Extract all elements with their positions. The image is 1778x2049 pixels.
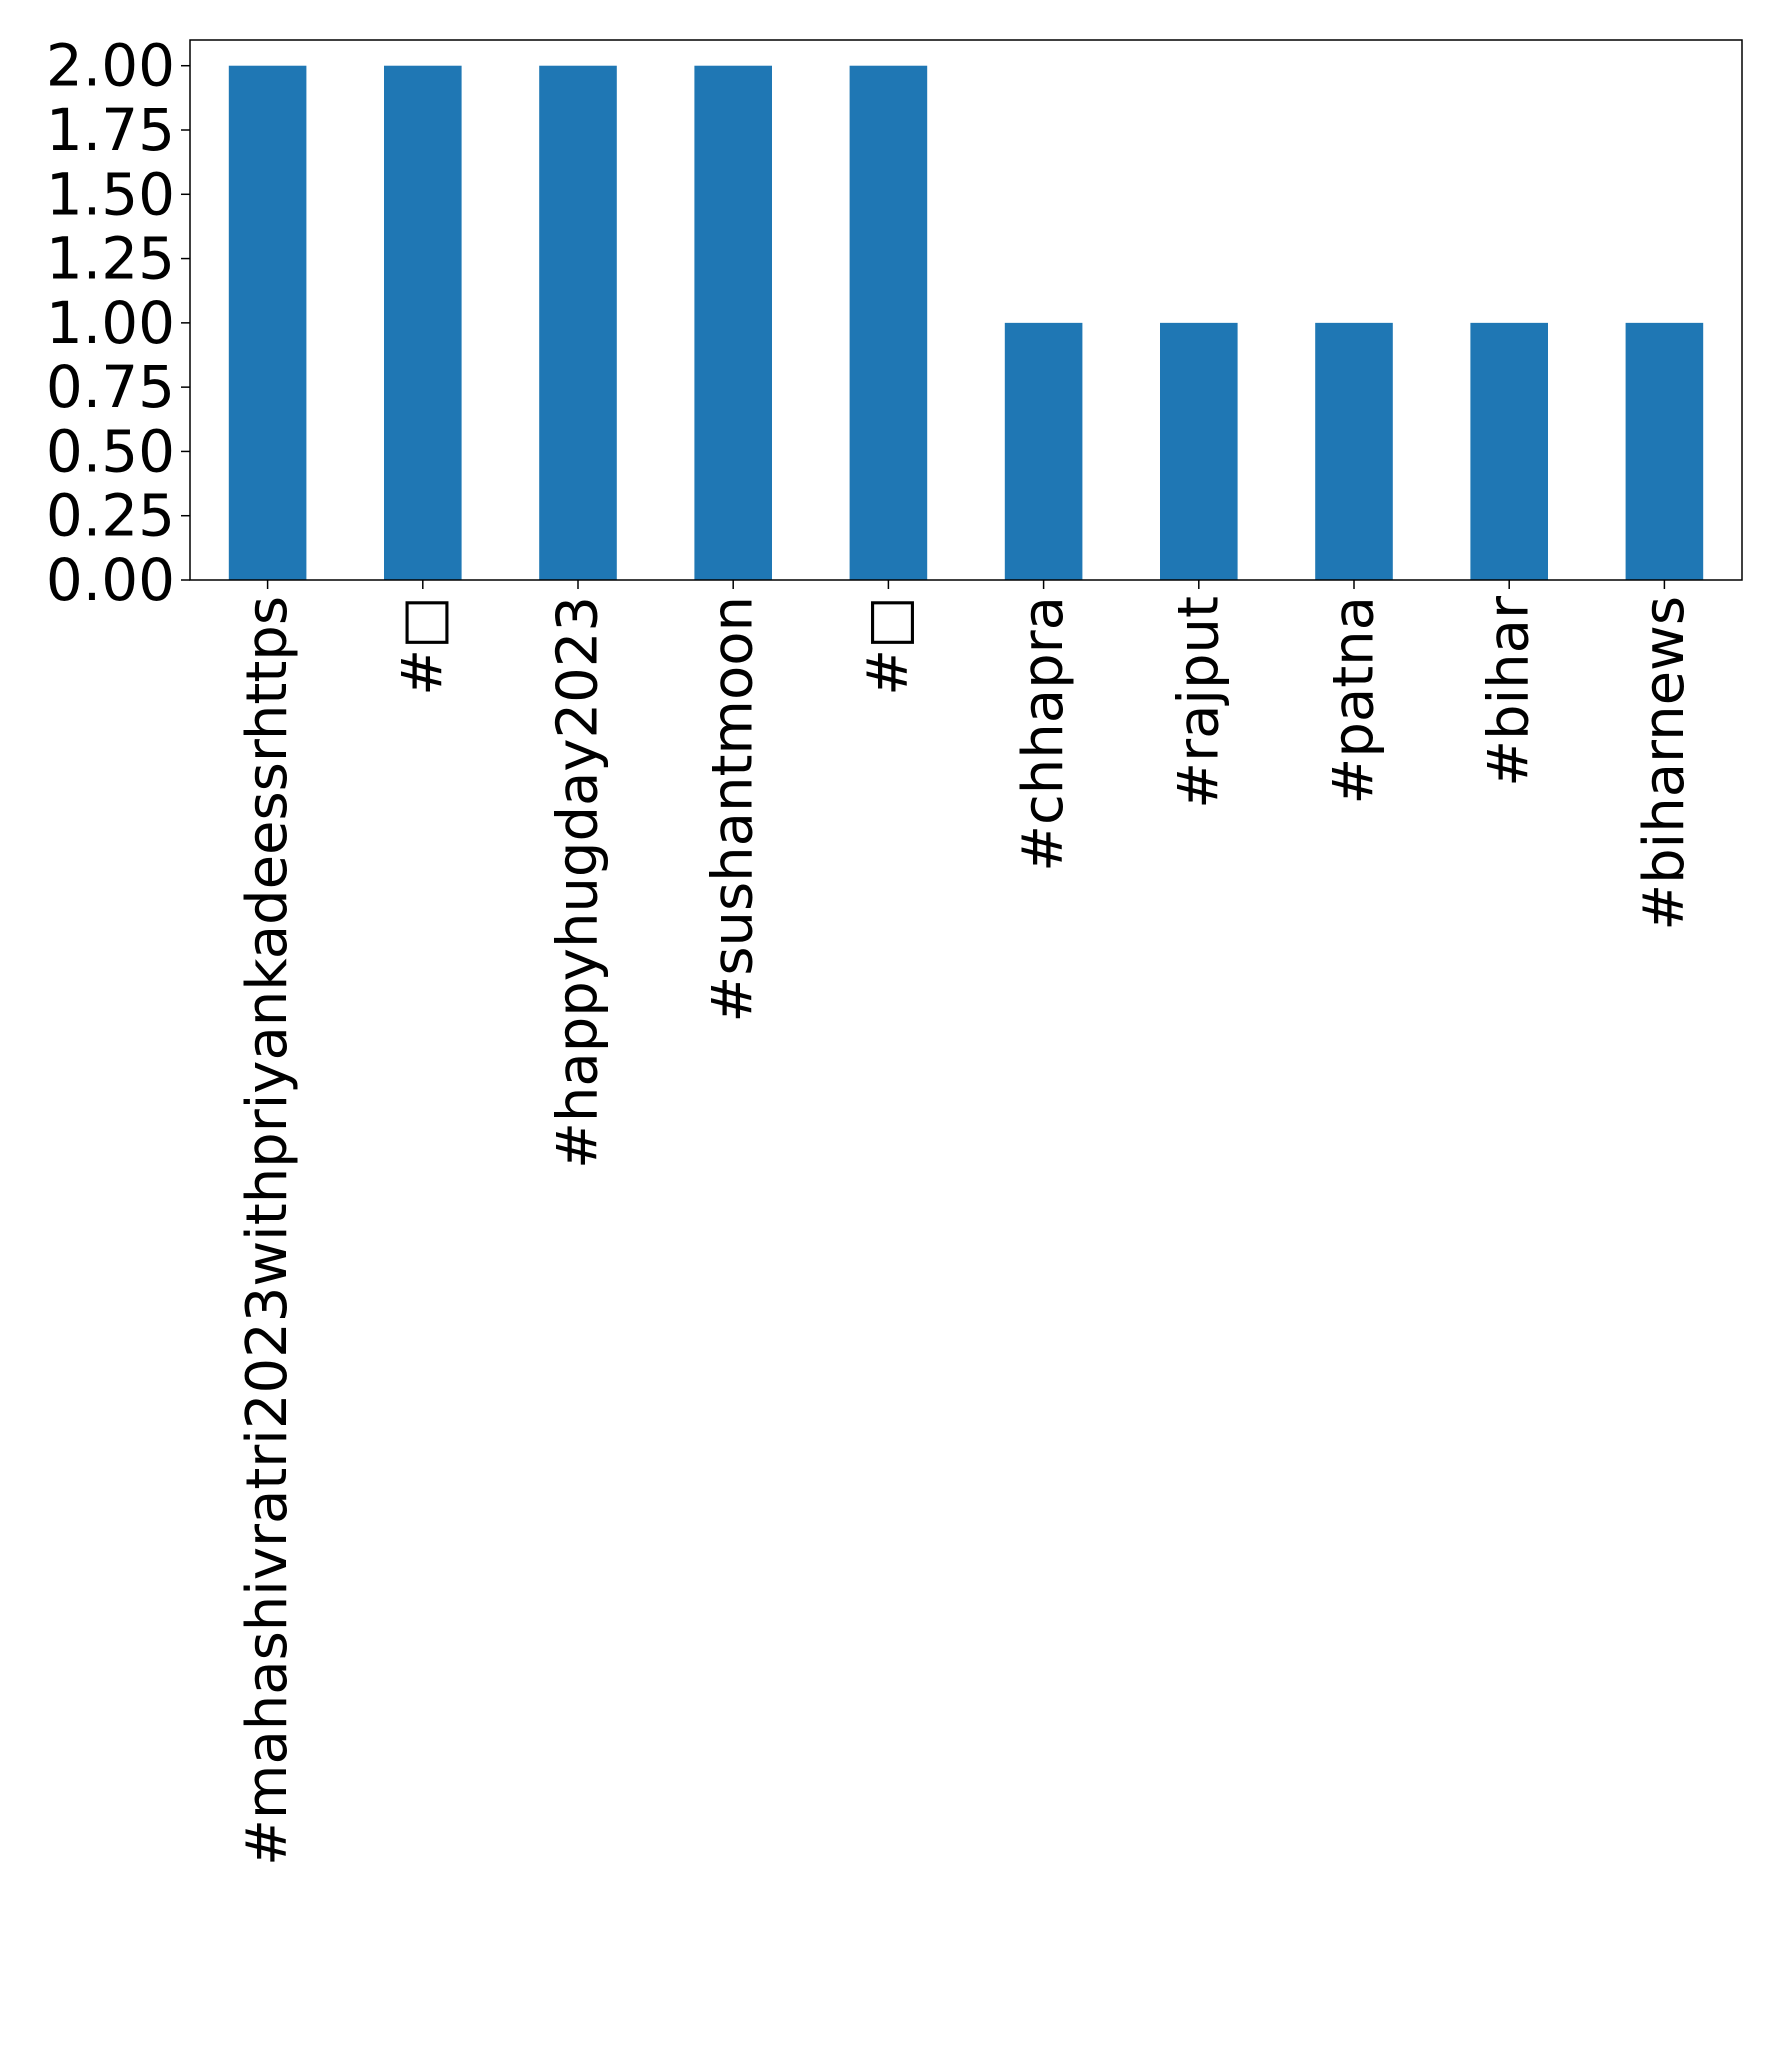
x-tick-label: #sushantmoon <box>701 596 766 1023</box>
y-tick-label: 2.00 <box>46 32 175 100</box>
bar-8 <box>1470 322 1548 580</box>
y-tick-label: 1.00 <box>46 289 175 357</box>
bar-3 <box>694 65 772 580</box>
y-tick-label: 1.50 <box>46 160 175 228</box>
y-tick-label: 0.25 <box>46 482 175 550</box>
y-tick-label: 1.75 <box>46 96 175 164</box>
y-tick-label: 0.50 <box>46 417 175 485</box>
x-tick-label: #mahashivratri2023withpriyankadeessrhttp… <box>235 596 300 1866</box>
bar-4 <box>849 65 928 580</box>
bar-1 <box>384 65 462 580</box>
x-tick-label: #happyhugday2023 <box>546 596 611 1169</box>
x-axis: #mahashivratri2023withpriyankadeessrhttp… <box>235 580 1697 1866</box>
x-tick-label: #biharnews <box>1632 596 1697 931</box>
x-tick-label: #patna <box>1322 596 1387 805</box>
y-axis: 0.000.250.500.751.001.251.501.752.00 <box>46 32 190 614</box>
x-tick-label: #bihar <box>1477 595 1542 787</box>
x-tick-label: #rajput <box>1166 596 1231 809</box>
y-tick-label: 0.00 <box>46 546 175 614</box>
bar-9 <box>1625 322 1704 580</box>
x-tick-label: #chhapra <box>1011 596 1076 872</box>
plot-frame <box>189 39 1743 581</box>
bar-0 <box>228 65 307 580</box>
x-tick-label: #□ <box>390 596 455 696</box>
bar-5 <box>1004 322 1083 580</box>
bar-7 <box>1315 322 1393 580</box>
bars-layer <box>228 65 1704 580</box>
y-tick-label: 1.25 <box>46 225 175 293</box>
bar-2 <box>539 65 617 580</box>
y-tick-label: 0.75 <box>46 353 175 421</box>
bar-6 <box>1160 322 1238 580</box>
x-tick-label: #□ <box>856 596 921 696</box>
